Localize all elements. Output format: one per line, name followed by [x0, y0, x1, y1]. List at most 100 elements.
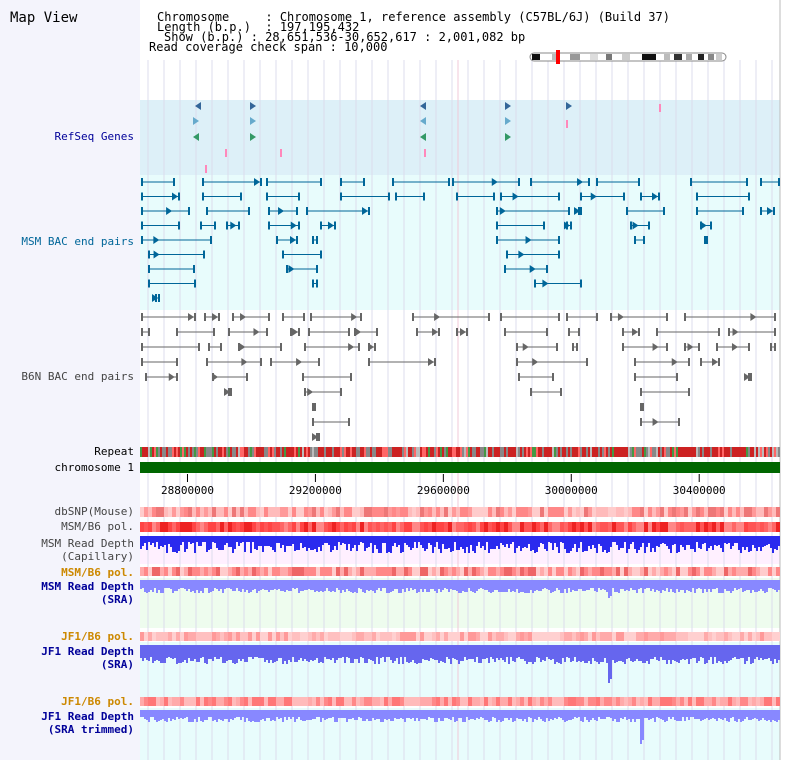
depth-bar [668, 710, 670, 717]
heat-cell [652, 507, 656, 517]
heat-cell [252, 697, 256, 706]
depth-bar [606, 536, 608, 553]
heat-cell [756, 632, 760, 641]
depth-bar [178, 710, 180, 719]
depth-bar [284, 645, 286, 661]
depth-bar [502, 580, 504, 592]
depth-bar [666, 710, 668, 721]
repeat-block [588, 447, 590, 457]
heat-cell [260, 522, 264, 532]
heat-cell [192, 567, 196, 576]
depth-bar [718, 645, 720, 661]
depth-bar [424, 580, 426, 589]
bac-end-arrow [153, 250, 160, 259]
heat-cell [248, 632, 252, 641]
depth-bar [636, 710, 638, 719]
depth-bar [744, 580, 746, 591]
heat-cell [656, 522, 660, 532]
heat-cell [472, 632, 476, 641]
heat-cell [736, 522, 740, 532]
heat-cell [240, 507, 244, 517]
repeat-block [546, 447, 548, 457]
depth-bar [380, 645, 382, 658]
repeat-block [636, 447, 638, 457]
heat-cell [312, 632, 316, 641]
heat-cell [684, 567, 688, 576]
bac-end-right [552, 373, 554, 381]
depth-bar [522, 645, 524, 659]
repeat-block [190, 447, 192, 457]
depth-bar [366, 580, 368, 590]
depth-bar [308, 580, 310, 589]
depth-bar [600, 536, 602, 546]
depth-bar [398, 580, 400, 593]
depth-bar [472, 645, 474, 659]
depth-bar [556, 710, 558, 719]
depth-bar [180, 645, 182, 663]
bac-end-right [746, 178, 748, 186]
depth-bar [586, 710, 588, 720]
heat-cell [200, 697, 204, 706]
heat-cell [156, 567, 160, 576]
heat-cell [300, 632, 304, 641]
heat-cell [632, 522, 636, 532]
depth-bar [638, 580, 640, 589]
bac-end-left [622, 343, 624, 351]
depth-bar [590, 536, 592, 549]
depth-bar [616, 580, 618, 592]
depth-bar [420, 580, 422, 589]
depth-bar [706, 710, 708, 718]
heat-cell [220, 697, 224, 706]
heat-cell [244, 507, 248, 517]
bac-end-right [774, 313, 776, 321]
repeat-block [730, 447, 732, 457]
heat-cell [292, 632, 296, 641]
heat-cell [368, 632, 372, 641]
heat-cell [144, 567, 148, 576]
depth-bar [146, 710, 148, 720]
depth-bar [600, 645, 602, 662]
depth-bar [276, 710, 278, 717]
depth-bar [632, 645, 634, 662]
bac-end-right [320, 178, 322, 186]
repeat-block [756, 447, 758, 457]
depth-bar [766, 710, 768, 721]
depth-bar [208, 710, 210, 717]
bac-end-left [412, 313, 414, 321]
depth-bar [634, 580, 636, 590]
depth-bar [300, 645, 302, 658]
heat-cell [408, 522, 412, 532]
heat-cell [572, 522, 576, 532]
repeat-block [448, 447, 450, 457]
heat-cell [512, 567, 516, 576]
bac-end-left [340, 192, 342, 201]
depth-bar [456, 536, 458, 550]
bac-end-left [504, 328, 506, 336]
depth-bar [630, 645, 632, 661]
depth-bar [180, 710, 182, 718]
heat-cell [492, 522, 496, 532]
heat-cell [412, 632, 416, 641]
repeat-block [320, 447, 322, 457]
bac-end-left [141, 178, 143, 186]
repeat-block [732, 447, 734, 457]
heat-cell [496, 697, 500, 706]
depth-bar [266, 710, 268, 718]
depth-bar [704, 710, 706, 719]
depth-bar [666, 536, 668, 546]
heat-cell [560, 567, 564, 576]
heat-cell [760, 507, 764, 517]
depth-bar [436, 645, 438, 660]
depth-bar [592, 645, 594, 658]
heat-cell [304, 522, 308, 532]
depth-bar [542, 645, 544, 660]
depth-bar [368, 645, 370, 659]
heat-cell [328, 632, 332, 641]
axis-tick-label: 30000000 [545, 484, 598, 497]
heat-cell [520, 522, 524, 532]
depth-bar [756, 536, 758, 551]
heat-cell [276, 507, 280, 517]
heat-cell [148, 507, 152, 517]
depth-bar [236, 580, 238, 588]
